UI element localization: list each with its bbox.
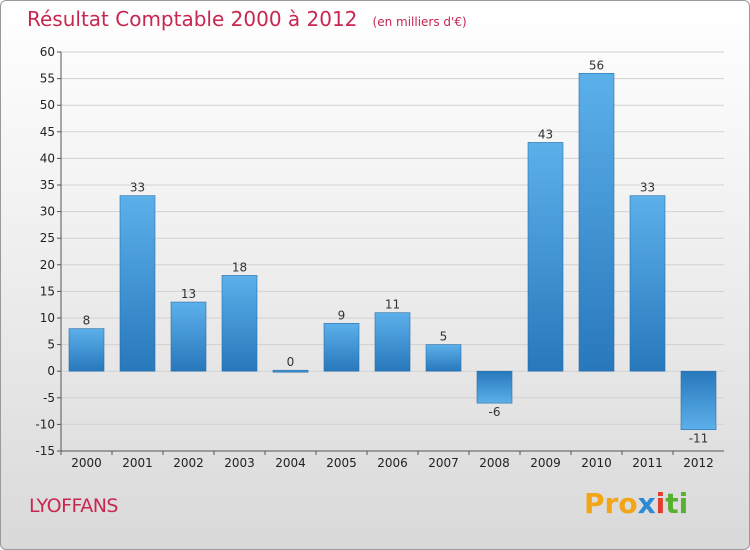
bar xyxy=(221,275,258,372)
bar xyxy=(578,72,615,372)
x-tick-label: 2011 xyxy=(632,456,663,470)
bar xyxy=(170,301,207,372)
bar xyxy=(68,328,105,372)
value-label: 5 xyxy=(440,330,448,344)
proxiti-logo: Proxiti xyxy=(584,487,688,520)
value-labels: 8 33 13 18 0 9 11 5 -6 43 56 33 -11 xyxy=(83,58,709,445)
value-label: 8 xyxy=(83,314,91,328)
logo-part: ti xyxy=(665,487,689,520)
x-tick-label: 2002 xyxy=(173,456,204,470)
y-tick-label: -5 xyxy=(43,391,55,405)
y-tick-label: 45 xyxy=(40,125,55,139)
bar xyxy=(527,142,564,372)
value-label: -6 xyxy=(489,405,501,419)
value-label: 13 xyxy=(181,287,196,301)
x-tick-labels: 2000 2001 2002 2003 2004 2005 2006 2007 2008 2009… xyxy=(71,456,714,470)
value-label: -11 xyxy=(689,432,709,446)
value-label: 43 xyxy=(538,127,553,141)
y-tick-labels: -15 -10 -5 0 5 10 15 20 25 30 35 40 45 50 55 60 xyxy=(35,45,55,458)
bar xyxy=(119,195,156,372)
bars xyxy=(68,72,717,431)
bar xyxy=(425,344,462,372)
chart-subtitle: (en milliers d'€) xyxy=(372,15,467,29)
y-tick-label: 30 xyxy=(40,205,55,219)
bar xyxy=(272,369,309,373)
bar xyxy=(680,370,717,431)
y-tick-label: 20 xyxy=(40,258,55,272)
x-tick-label: 2005 xyxy=(326,456,357,470)
grid-lines xyxy=(61,51,724,452)
commune-name: LYOFFANS xyxy=(29,495,118,517)
logo-part: x xyxy=(637,487,656,520)
value-label: 33 xyxy=(130,181,145,195)
y-tick-label: 60 xyxy=(40,45,55,59)
y-tick-label: 10 xyxy=(40,311,55,325)
bar xyxy=(374,312,411,372)
y-tick-label: 15 xyxy=(40,284,55,298)
y-tick-label: -10 xyxy=(35,417,55,431)
x-tick-label: 2008 xyxy=(479,456,510,470)
value-label: 18 xyxy=(232,260,247,274)
y-tick-label: 40 xyxy=(40,151,55,165)
x-tick-label: 2001 xyxy=(122,456,153,470)
bar xyxy=(629,195,666,372)
bar xyxy=(476,370,513,404)
y-tick-label: -15 xyxy=(35,444,55,458)
x-tick-label: 2009 xyxy=(530,456,561,470)
value-label: 11 xyxy=(385,298,400,312)
value-label: 0 xyxy=(287,355,295,369)
logo-part: Pro xyxy=(584,487,638,520)
x-tick-label: 2007 xyxy=(428,456,459,470)
title-row: Résultat Comptable 2000 à 2012 (en milli… xyxy=(27,7,467,31)
x-tick-label: 2003 xyxy=(224,456,255,470)
x-tick-label: 2000 xyxy=(71,456,102,470)
x-tick-label: 2012 xyxy=(683,456,714,470)
y-tick-label: 55 xyxy=(40,72,55,86)
x-tick-label: 2006 xyxy=(377,456,408,470)
logo-part: i xyxy=(655,487,666,520)
y-tick-label: 25 xyxy=(40,231,55,245)
y-tick-label: 5 xyxy=(47,338,55,352)
y-tick-label: 0 xyxy=(47,364,55,378)
value-label: 33 xyxy=(640,181,655,195)
axes xyxy=(57,51,724,455)
bar xyxy=(323,323,360,372)
chart-title: Résultat Comptable 2000 à 2012 xyxy=(27,7,358,31)
value-label: 9 xyxy=(338,308,346,322)
value-label: 56 xyxy=(589,58,604,72)
y-tick-label: 35 xyxy=(40,178,55,192)
y-tick-label: 50 xyxy=(40,98,55,112)
x-tick-label: 2004 xyxy=(275,456,306,470)
x-tick-label: 2010 xyxy=(581,456,612,470)
